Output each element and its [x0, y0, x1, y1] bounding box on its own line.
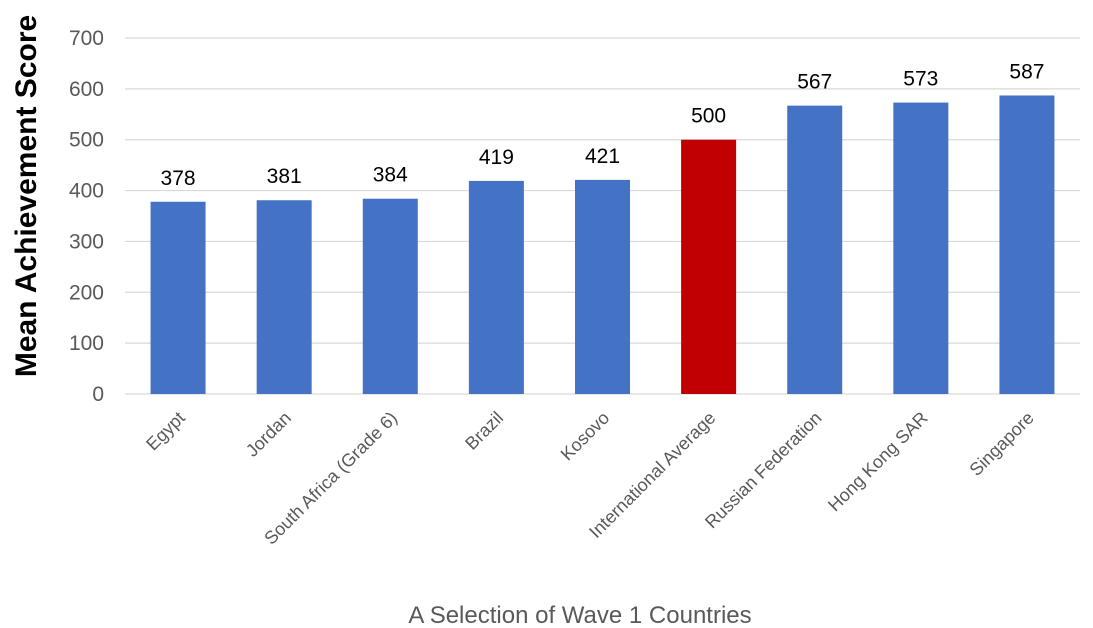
- x-tick-label: Jordan: [242, 408, 295, 461]
- data-label: 573: [903, 68, 938, 91]
- x-tick-label: Russian Federation: [701, 408, 826, 533]
- data-labels: 378 381 384 419 421 500 567 573 587: [161, 60, 1045, 189]
- x-tick-label: Egypt: [142, 408, 189, 455]
- data-label: 419: [479, 146, 514, 169]
- bar: [999, 95, 1055, 395]
- bar: [362, 198, 418, 394]
- y-tick-label: 100: [69, 332, 104, 355]
- x-tick-label: Kosovo: [557, 408, 614, 465]
- y-tick-label: 0: [92, 383, 104, 406]
- bar: [150, 201, 206, 394]
- x-tick-label: Singapore: [966, 408, 1038, 480]
- bar: [256, 200, 312, 394]
- y-tick-label: 300: [69, 230, 104, 253]
- x-axis-title: A Selection of Wave 1 Countries: [408, 602, 751, 628]
- bar: [468, 180, 524, 394]
- data-label: 384: [373, 164, 408, 187]
- bar: [575, 179, 630, 394]
- data-label: 381: [267, 165, 302, 188]
- data-label: 567: [797, 71, 832, 94]
- y-axis-title: Mean Achievement Score: [10, 15, 43, 377]
- bar: [787, 105, 843, 394]
- data-label: 500: [691, 105, 726, 128]
- bar: [893, 102, 949, 395]
- x-tick-label: Brazil: [461, 408, 507, 454]
- y-tick-label: 700: [69, 27, 104, 50]
- y-tick-label: 500: [69, 129, 104, 152]
- y-tick-label: 400: [69, 180, 104, 203]
- data-label: 421: [585, 145, 620, 168]
- y-tick-label: 600: [69, 78, 104, 101]
- bars: [150, 95, 1055, 395]
- x-tick-label: Hong Kong SAR: [824, 408, 932, 516]
- y-axis-ticks: 0 100 200 300 400 500 600 700: [69, 27, 104, 406]
- data-label: 378: [161, 167, 196, 190]
- data-label: 587: [1009, 60, 1044, 83]
- bar: [681, 139, 737, 394]
- y-tick-label: 200: [69, 281, 104, 304]
